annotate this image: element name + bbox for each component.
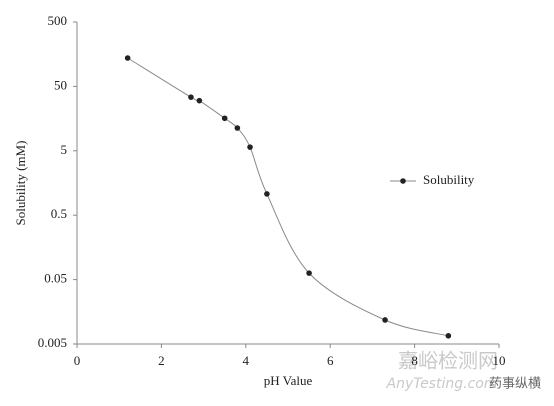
legend-marker — [400, 178, 406, 184]
x-tick-label: 2 — [158, 353, 165, 368]
x-tick-label: 10 — [493, 353, 506, 368]
data-point — [247, 144, 253, 150]
y-tick-label: 0.05 — [44, 271, 67, 286]
x-tick-label: 8 — [411, 353, 418, 368]
data-point — [264, 191, 270, 197]
x-tick-label: 6 — [327, 353, 334, 368]
legend-label: Solubility — [423, 172, 475, 187]
x-tick-label: 0 — [74, 353, 81, 368]
data-point — [124, 55, 131, 61]
watermark: 嘉峪检测网 — [398, 349, 498, 373]
y-tick-label: 0.005 — [38, 335, 67, 350]
y-tick-label: 0.5 — [51, 206, 67, 221]
y-tick-label: 500 — [48, 13, 68, 28]
data-point — [234, 125, 241, 131]
x-tick-label: 4 — [243, 353, 250, 368]
data-point — [188, 94, 194, 100]
x-axis-label: pH Value — [264, 373, 313, 388]
watermark: 药事纵横 — [489, 377, 541, 392]
data-point — [445, 333, 452, 339]
watermark: AnyTesting.com — [386, 376, 498, 392]
data-point — [196, 97, 203, 104]
y-tick-label: 5 — [61, 142, 68, 157]
data-point — [221, 115, 228, 122]
data-point — [306, 270, 312, 276]
y-tick-label: 50 — [54, 77, 67, 92]
y-axis-label: Solubility (mM) — [13, 141, 28, 226]
data-point — [382, 317, 388, 323]
